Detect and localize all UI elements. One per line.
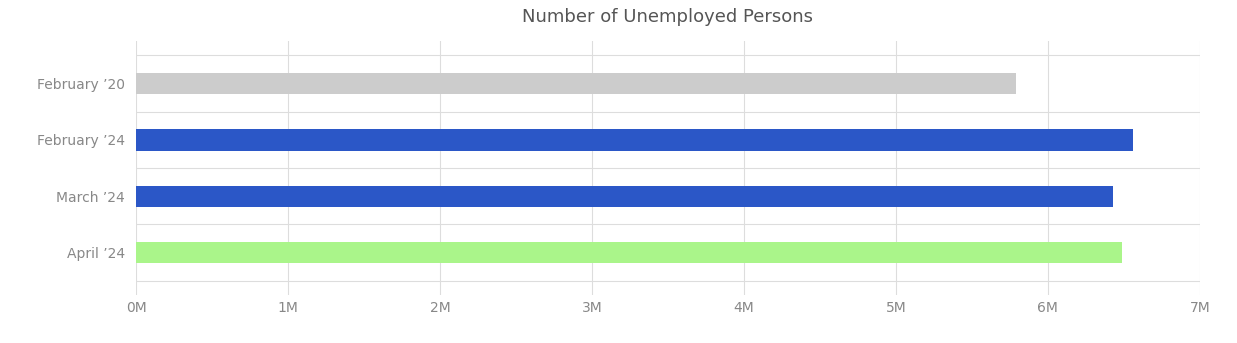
Title: Number of Unemployed Persons: Number of Unemployed Persons bbox=[522, 8, 814, 26]
Bar bbox=[136, 129, 1133, 151]
Bar bbox=[136, 242, 1122, 263]
Bar bbox=[136, 186, 1113, 207]
Bar bbox=[136, 73, 1016, 94]
